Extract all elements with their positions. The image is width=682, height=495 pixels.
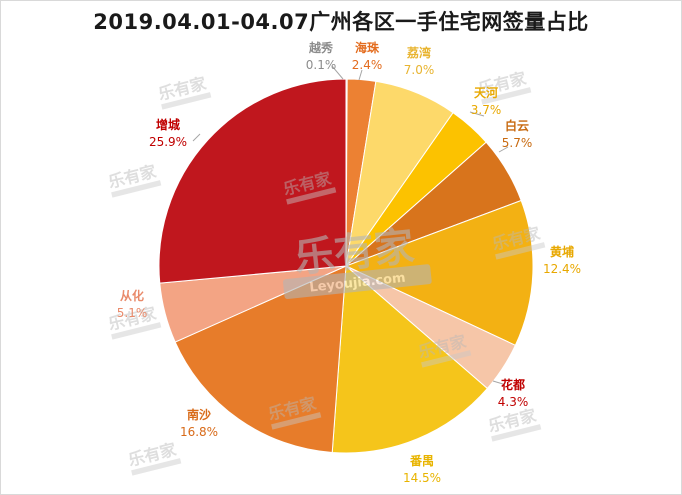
watermarks: 乐有家 乐有家乐有家乐有家乐有家乐有家乐有家乐有家乐有家乐有家乐有家Leyouji… — [106, 69, 546, 476]
slice-percent: 5.1% — [117, 306, 148, 320]
slice-label-从化: 从化 5.1% — [117, 288, 148, 320]
slice-label-增城: 增城 25.9% — [149, 117, 187, 149]
pie-slices — [158, 78, 534, 454]
watermark-logo: 乐有家 — [106, 162, 162, 198]
slice-percent: 7.0% — [404, 63, 435, 77]
pie-slice-南沙 — [174, 265, 347, 454]
leader-line — [469, 111, 485, 117]
pie-slice-增城 — [158, 78, 347, 284]
slice-percent: 12.4% — [543, 262, 581, 276]
slice-name: 从化 — [120, 288, 144, 303]
leader-line — [331, 65, 344, 80]
slice-label-荔湾: 荔湾 7.0% — [404, 45, 435, 77]
slice-percent: 4.3% — [498, 395, 529, 409]
slice-name: 海珠 — [355, 40, 380, 55]
slice-label-黄埔: 黄埔 12.4% — [543, 244, 581, 276]
slice-name: 天河 — [474, 85, 498, 100]
slice-label-番禺: 番禺 14.5% — [403, 453, 441, 485]
slice-percent: 16.8% — [180, 425, 218, 439]
slice-label-南沙: 南沙 16.8% — [180, 407, 218, 439]
slice-percent: 3.7% — [471, 103, 502, 117]
slice-label-花都: 花都 4.3% — [498, 377, 529, 409]
slice-name: 南沙 — [187, 407, 211, 422]
chart-title: 2019.04.01-04.07广州各区一手住宅网签量占比 — [93, 10, 589, 34]
watermark-logo: 乐有家 — [486, 406, 542, 442]
leader-line — [192, 133, 201, 142]
leader-line — [498, 146, 509, 153]
leader-lines — [192, 65, 509, 385]
pie-slice-番禺 — [331, 264, 489, 454]
leader-line — [358, 69, 363, 81]
slice-name: 增城 — [156, 117, 180, 132]
slice-name: 番禺 — [409, 453, 434, 468]
slice-percent: 2.4% — [352, 58, 383, 72]
watermark-logo: 乐有家 — [156, 74, 212, 110]
slice-label-海珠: 海珠 2.4% — [352, 40, 383, 72]
slice-percent: 14.5% — [403, 471, 441, 485]
leader-line — [492, 380, 504, 385]
slice-label-越秀: 越秀 0.1% — [306, 40, 337, 72]
slice-label-天河: 天河 3.7% — [471, 85, 502, 117]
slice-percent: 0.1% — [306, 58, 337, 72]
slice-labels: 越秀 0.1% 海珠 2.4% 荔湾 7.0% 天河 3.7%白云 5.7% 黄埔 12.4% 花都 4… — [117, 40, 581, 485]
slice-name: 花都 — [501, 377, 525, 392]
pie-slice-黄埔 — [344, 199, 534, 346]
watermark-logo: 乐有家 — [126, 440, 182, 476]
slice-name: 黄埔 — [550, 244, 574, 259]
slice-name: 白云 — [505, 118, 529, 133]
slice-percent: 25.9% — [149, 135, 187, 149]
slice-label-白云: 白云 5.7% — [502, 118, 533, 150]
slice-name: 越秀 — [308, 40, 334, 55]
slice-percent: 5.7% — [502, 136, 533, 150]
slice-name: 荔湾 — [406, 45, 431, 60]
